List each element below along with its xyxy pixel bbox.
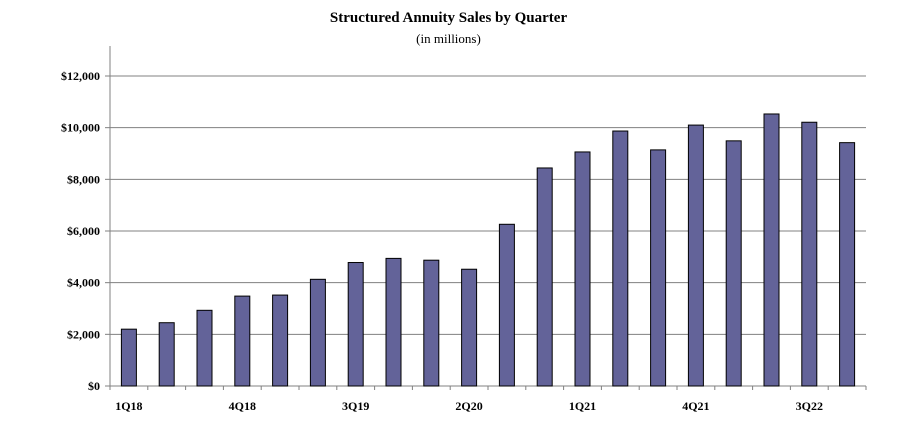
y-tick-label: $4,000 <box>67 276 100 290</box>
y-tick-label: $2,000 <box>67 327 100 341</box>
x-tick-label: 2Q20 <box>455 399 482 413</box>
bar-2Q22 <box>763 113 780 387</box>
y-tick-label: $8,000 <box>67 172 100 186</box>
x-tick-label: 4Q21 <box>682 399 709 413</box>
bar-3Q19 <box>347 262 364 387</box>
x-tick-label: 1Q21 <box>569 399 596 413</box>
bar-3Q18 <box>196 309 213 387</box>
bar-2Q21 <box>612 130 629 387</box>
y-tick-label: $6,000 <box>67 224 100 238</box>
bar-1Q21 <box>574 151 591 387</box>
chart-subtitle: (in millions) <box>416 31 481 46</box>
bar-1Q20 <box>423 259 440 387</box>
bar-2Q18 <box>158 322 175 387</box>
x-tick-label: 1Q18 <box>115 399 142 413</box>
bar-4Q21 <box>687 124 704 387</box>
bar-1Q22 <box>725 140 742 387</box>
bar-4Q19 <box>385 257 402 387</box>
bar-2Q20 <box>461 268 478 387</box>
y-tick-label: $10,000 <box>61 121 100 135</box>
x-tick-label: 4Q18 <box>229 399 256 413</box>
bar-1Q19 <box>272 294 289 387</box>
bar-3Q20 <box>498 223 515 387</box>
bar-2Q19 <box>309 278 326 387</box>
bar-4Q20 <box>536 167 553 387</box>
bar-1Q18 <box>120 328 137 387</box>
y-tick-label: $0 <box>88 379 100 393</box>
y-tick-label: $12,000 <box>61 69 100 83</box>
x-tick-label: 3Q22 <box>796 399 823 413</box>
bar-3Q21 <box>650 149 667 387</box>
bar-4Q18 <box>234 295 251 387</box>
x-tick-label: 3Q19 <box>342 399 369 413</box>
bar-4Q22 <box>839 142 856 387</box>
bar-3Q22 <box>801 121 818 387</box>
chart-title: Structured Annuity Sales by Quarter <box>329 10 568 26</box>
